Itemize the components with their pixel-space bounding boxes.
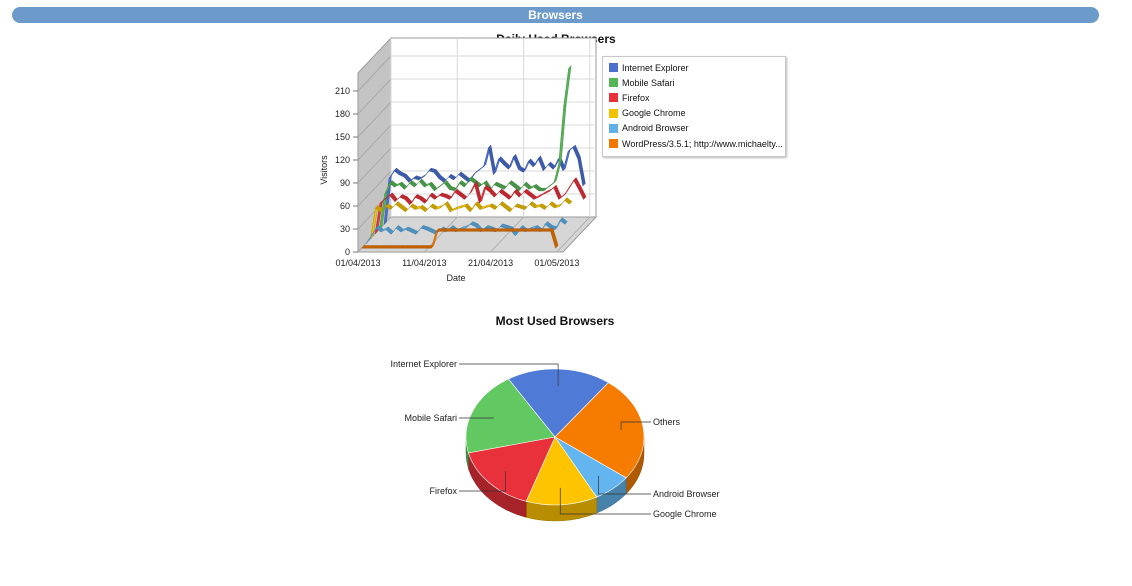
y-tick-label: 60 — [340, 201, 350, 211]
legend-item: Internet Explorer — [603, 60, 785, 75]
legend-item: WordPress/3.5.1; http://www.michaelty... — [603, 136, 785, 151]
legend-label: Google Chrome — [622, 108, 686, 119]
pie-label: Google Chrome — [653, 509, 717, 519]
y-tick-label: 120 — [335, 155, 350, 165]
pie-slice — [525, 436, 598, 506]
x-tick-label: 01/04/2013 — [335, 258, 380, 268]
back-wall — [390, 37, 597, 218]
section-title: Browsers — [528, 8, 583, 22]
pie-label: Internet Explorer — [390, 359, 457, 369]
legend-label: Internet Explorer — [622, 62, 689, 73]
series-segment — [559, 217, 568, 225]
wall-grid-line — [357, 147, 392, 184]
series-5 — [361, 228, 559, 249]
series-1 — [379, 64, 572, 230]
legend-label: Firefox — [622, 92, 650, 103]
series-segment — [563, 64, 572, 108]
pie-slice — [465, 378, 556, 454]
pie-leader-line — [559, 487, 651, 515]
y-tick-label: 90 — [340, 178, 350, 188]
pie-tops — [465, 368, 645, 506]
x-axis-label: Date — [446, 273, 465, 283]
pie-chart-title: Most Used Browsers — [495, 314, 615, 328]
y-tick-label: 150 — [335, 132, 350, 142]
legend-label: WordPress/3.5.1; http://www.michaelty... — [622, 138, 783, 149]
x-tick-label: 01/05/2013 — [534, 258, 579, 268]
pie-slice — [508, 368, 609, 438]
y-tick-label: 30 — [340, 224, 350, 234]
line-chart-legend: Internet Explorer Mobile Safari Firefox Goo… — [602, 56, 786, 157]
pie-label: Firefox — [429, 486, 457, 496]
wall-grid-line — [357, 170, 392, 207]
pie-chart: Internet Explorer Others Android Browser Go… — [390, 359, 720, 522]
pie-slice — [468, 436, 556, 502]
pie-leader-line — [459, 363, 559, 387]
pie-slice — [554, 382, 645, 479]
pie-label: Mobile Safari — [404, 413, 457, 423]
x-tick-label: 11/04/2013 — [402, 258, 446, 268]
y-axis-label: Visitors — [319, 155, 329, 185]
series-2 — [374, 177, 587, 235]
pie-leader-line — [459, 471, 506, 492]
y-tick-label: 0 — [345, 247, 350, 257]
pie-label: Android Browser — [653, 489, 720, 499]
wall-grid-line — [357, 101, 392, 138]
legend-item: Mobile Safari — [603, 75, 785, 90]
legend-swatch — [609, 93, 618, 103]
x-tick-label: 21/04/2013 — [468, 258, 513, 268]
pie-label: Others — [653, 417, 681, 427]
legend-swatch — [609, 63, 618, 73]
legend-item: Android Browser — [603, 121, 785, 136]
pie-sides — [465, 436, 645, 522]
series-segment — [578, 186, 587, 200]
pie-labels: Internet Explorer Others Android Browser Go… — [390, 359, 719, 519]
series-segment — [564, 197, 573, 205]
legend-item: Google Chrome — [603, 106, 785, 121]
line-chart: 0 30 60 90 120 150 180 210 01/04/2013 11/04/2013 2… — [319, 36, 598, 283]
legend-item: Firefox — [603, 90, 785, 105]
legend-label: Android Browser — [622, 123, 689, 134]
legend-swatch — [609, 139, 618, 149]
section-header-bar: Browsers — [12, 7, 1099, 23]
legend-label: Mobile Safari — [622, 77, 675, 88]
wall-grid-line — [357, 78, 392, 115]
y-tick-label: 210 — [335, 86, 350, 96]
pie-leader-line — [598, 475, 651, 495]
series-segment — [550, 228, 559, 249]
wall-grid-line — [357, 55, 392, 92]
y-tick-label: 180 — [335, 109, 350, 119]
series-segment — [577, 156, 586, 187]
legend-swatch — [609, 78, 618, 88]
wall-grid-line — [357, 124, 392, 161]
floor-grid-line — [490, 216, 524, 253]
pie-leader-line — [620, 421, 651, 430]
floor-grid-line — [556, 216, 591, 253]
legend-swatch — [609, 108, 618, 118]
series-3 — [370, 197, 573, 240]
legend-swatch — [609, 123, 618, 133]
pie-leader-line — [459, 417, 494, 419]
